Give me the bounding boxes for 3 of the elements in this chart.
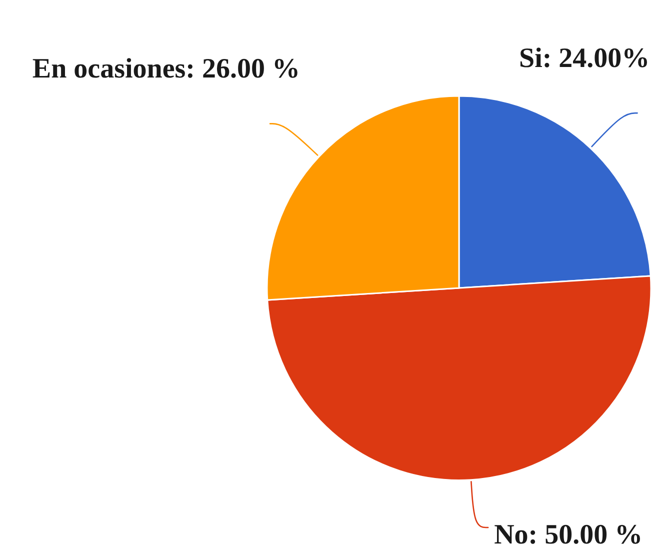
slice-label: En ocasiones: 26.00 % [32, 54, 300, 85]
slice-label: No: 50.00 % [494, 520, 643, 551]
slice-label: Si: 24.00% [519, 43, 650, 74]
